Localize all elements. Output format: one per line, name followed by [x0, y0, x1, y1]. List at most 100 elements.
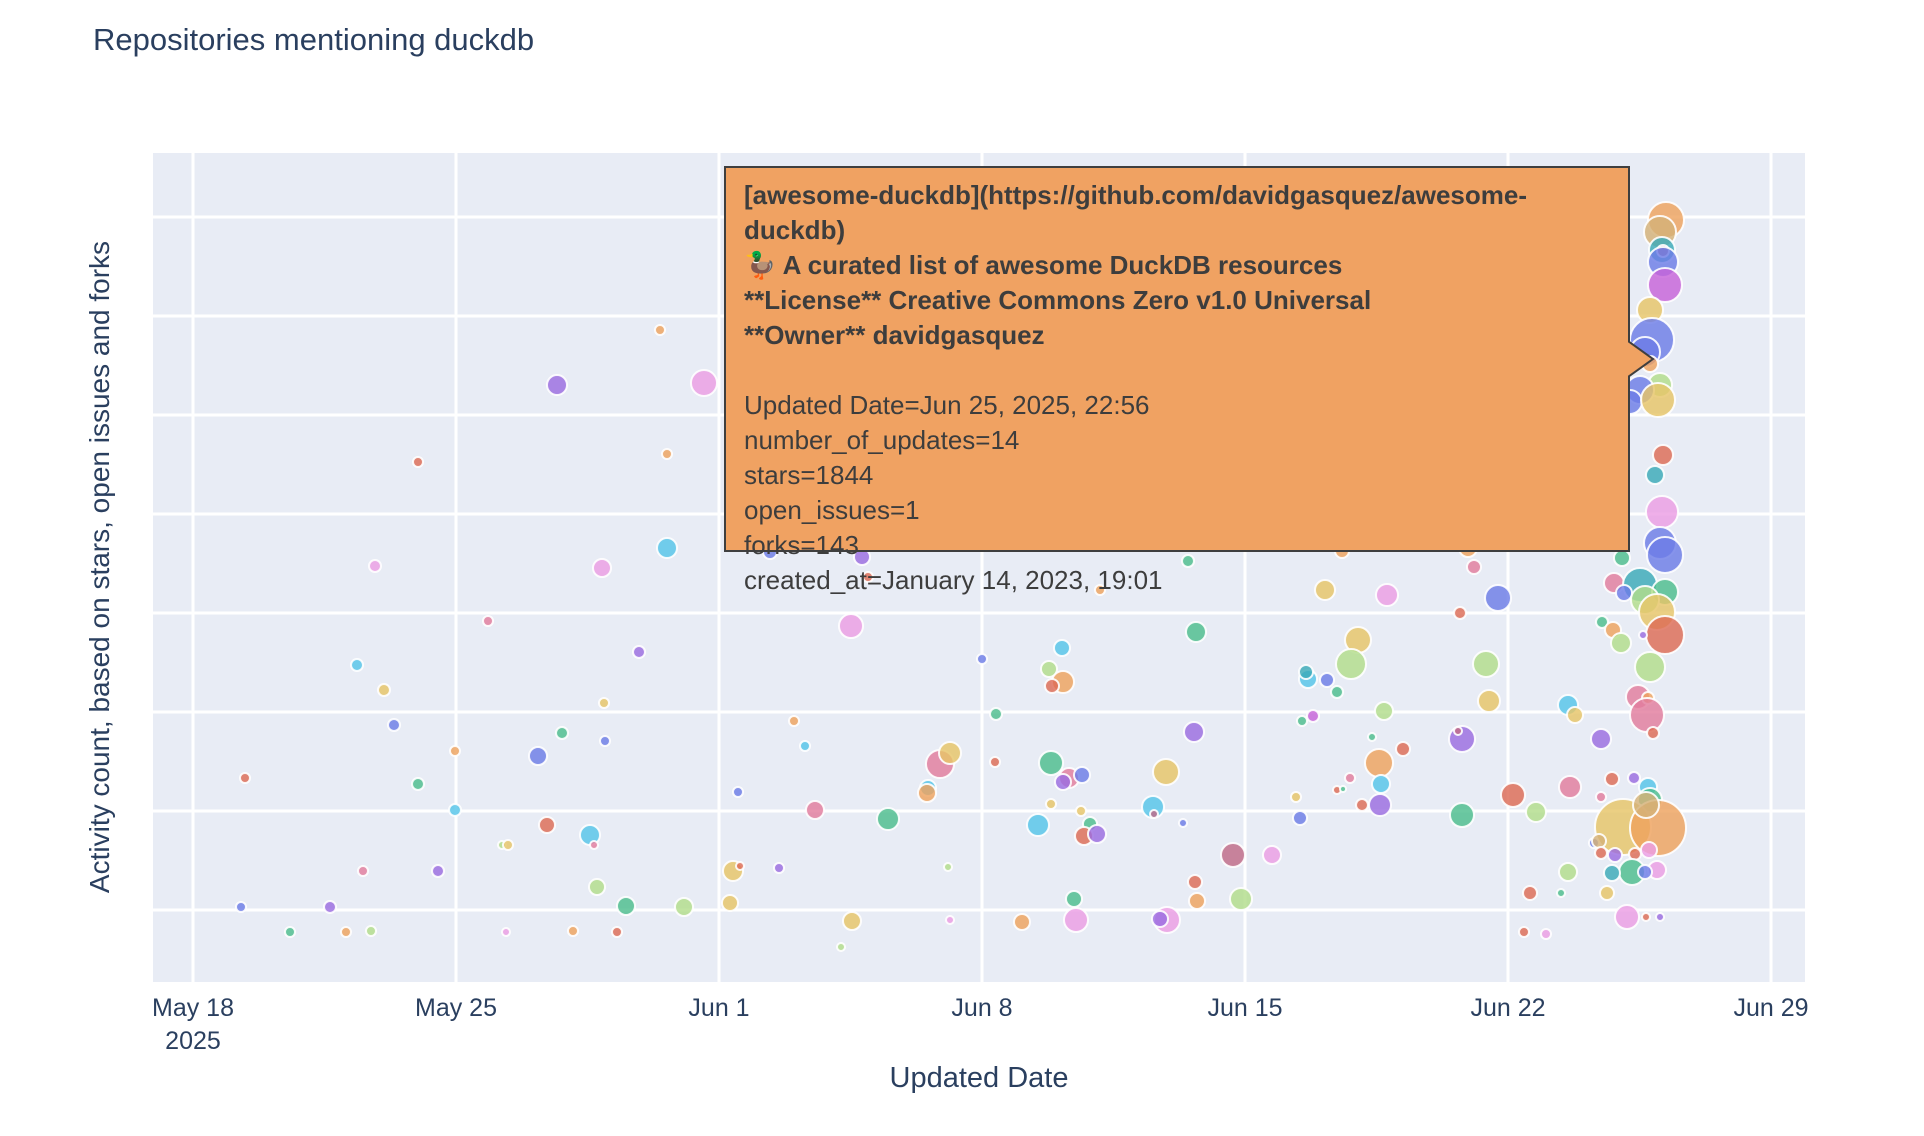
- repo-bubble[interactable]: [599, 735, 611, 747]
- repo-bubble[interactable]: [1178, 818, 1188, 828]
- repo-bubble[interactable]: [1185, 621, 1207, 643]
- repo-bubble[interactable]: [1607, 847, 1623, 863]
- repo-bubble[interactable]: [1637, 864, 1653, 880]
- repo-bubble[interactable]: [589, 840, 599, 850]
- repo-bubble[interactable]: [1375, 583, 1399, 607]
- repo-bubble[interactable]: [1045, 798, 1057, 810]
- repo-bubble[interactable]: [1640, 382, 1676, 418]
- repo-bubble[interactable]: [1040, 660, 1058, 678]
- repo-bubble[interactable]: [1614, 904, 1640, 930]
- repo-bubble[interactable]: [1344, 772, 1356, 784]
- repo-bubble[interactable]: [1075, 805, 1087, 817]
- repo-bubble[interactable]: [482, 615, 494, 627]
- repo-bubble[interactable]: [431, 864, 445, 878]
- repo-bubble[interactable]: [323, 900, 337, 914]
- repo-bubble[interactable]: [674, 897, 694, 917]
- repo-bubble[interactable]: [1634, 651, 1666, 683]
- repo-bubble[interactable]: [1335, 648, 1367, 680]
- repo-bubble[interactable]: [1290, 791, 1302, 803]
- repo-bubble[interactable]: [1026, 813, 1050, 837]
- repo-bubble[interactable]: [1073, 766, 1091, 784]
- repo-bubble[interactable]: [555, 726, 569, 740]
- repo-bubble[interactable]: [1640, 841, 1658, 859]
- repo-bubble[interactable]: [1646, 726, 1660, 740]
- repo-bubble[interactable]: [1472, 650, 1500, 678]
- repo-bubble[interactable]: [1595, 615, 1609, 629]
- repo-bubble[interactable]: [1603, 864, 1621, 882]
- repo-bubble[interactable]: [1314, 579, 1336, 601]
- repo-bubble[interactable]: [1566, 706, 1584, 724]
- repo-bubble[interactable]: [1638, 630, 1648, 640]
- repo-bubble[interactable]: [1044, 678, 1060, 694]
- repo-bubble[interactable]: [1525, 801, 1547, 823]
- repo-bubble[interactable]: [528, 746, 548, 766]
- repo-bubble[interactable]: [350, 658, 364, 672]
- repo-bubble[interactable]: [721, 894, 739, 912]
- repo-bubble[interactable]: [805, 800, 825, 820]
- repo-bubble[interactable]: [616, 896, 636, 916]
- repo-bubble[interactable]: [836, 942, 846, 952]
- repo-bubble[interactable]: [1453, 726, 1463, 736]
- repo-bubble[interactable]: [1647, 267, 1683, 303]
- repo-bubble[interactable]: [1296, 715, 1308, 727]
- repo-bubble[interactable]: [1355, 798, 1369, 812]
- repo-bubble[interactable]: [412, 456, 424, 468]
- repo-bubble[interactable]: [1594, 846, 1608, 860]
- repo-bubble[interactable]: [1187, 874, 1203, 890]
- repo-bubble[interactable]: [284, 926, 296, 938]
- repo-bubble[interactable]: [1595, 791, 1607, 803]
- repo-bubble[interactable]: [654, 324, 666, 336]
- repo-bubble[interactable]: [732, 786, 744, 798]
- repo-bubble[interactable]: [1641, 912, 1651, 922]
- repo-bubble[interactable]: [1262, 845, 1282, 865]
- repo-bubble[interactable]: [546, 374, 568, 396]
- repo-bubble[interactable]: [1610, 632, 1632, 654]
- repo-bubble[interactable]: [976, 653, 988, 665]
- repo-bubble[interactable]: [449, 745, 461, 757]
- repo-bubble[interactable]: [1591, 833, 1607, 849]
- repo-bubble[interactable]: [1087, 824, 1107, 844]
- repo-bubble[interactable]: [938, 741, 962, 765]
- repo-bubble[interactable]: [1522, 885, 1538, 901]
- repo-bubble[interactable]: [1364, 748, 1394, 778]
- repo-bubble[interactable]: [365, 925, 377, 937]
- repo-bubble[interactable]: [632, 645, 646, 659]
- repo-bubble[interactable]: [1038, 750, 1064, 776]
- repo-bubble[interactable]: [1395, 741, 1411, 757]
- repo-bubble[interactable]: [340, 926, 352, 938]
- repo-bubble[interactable]: [1054, 773, 1072, 791]
- repo-bubble[interactable]: [1065, 890, 1083, 908]
- repo-bubble[interactable]: [1183, 721, 1205, 743]
- repo-bubble[interactable]: [1645, 615, 1685, 655]
- repo-bubble[interactable]: [656, 537, 678, 559]
- repo-bubble[interactable]: [1558, 775, 1582, 799]
- repo-bubble[interactable]: [1339, 785, 1347, 793]
- repo-bubble[interactable]: [1330, 685, 1344, 699]
- repo-bubble[interactable]: [1181, 554, 1195, 568]
- repo-bubble[interactable]: [799, 740, 811, 752]
- repo-bubble[interactable]: [377, 683, 391, 697]
- repo-bubble[interactable]: [989, 756, 1001, 768]
- repo-bubble[interactable]: [501, 927, 511, 937]
- repo-bubble[interactable]: [1558, 862, 1578, 882]
- repo-bubble[interactable]: [1306, 709, 1320, 723]
- repo-bubble[interactable]: [1652, 444, 1674, 466]
- repo-bubble[interactable]: [1645, 495, 1679, 529]
- repo-bubble[interactable]: [1053, 639, 1071, 657]
- repo-bubble[interactable]: [838, 613, 864, 639]
- repo-bubble[interactable]: [1229, 887, 1253, 911]
- repo-bubble[interactable]: [1094, 584, 1106, 596]
- repo-bubble[interactable]: [1518, 926, 1530, 938]
- repo-bubble[interactable]: [1629, 697, 1665, 733]
- repo-bubble[interactable]: [1632, 791, 1660, 819]
- repo-bubble[interactable]: [1374, 701, 1394, 721]
- repo-bubble[interactable]: [842, 911, 862, 931]
- repo-bubble[interactable]: [1152, 758, 1180, 786]
- repo-bubble[interactable]: [448, 803, 462, 817]
- repo-bubble[interactable]: [1540, 928, 1552, 940]
- repo-bubble[interactable]: [945, 915, 955, 925]
- repo-bubble[interactable]: [1613, 549, 1631, 567]
- repo-bubble[interactable]: [1646, 536, 1684, 574]
- repo-bubble[interactable]: [502, 839, 514, 851]
- repo-bubble[interactable]: [357, 865, 369, 877]
